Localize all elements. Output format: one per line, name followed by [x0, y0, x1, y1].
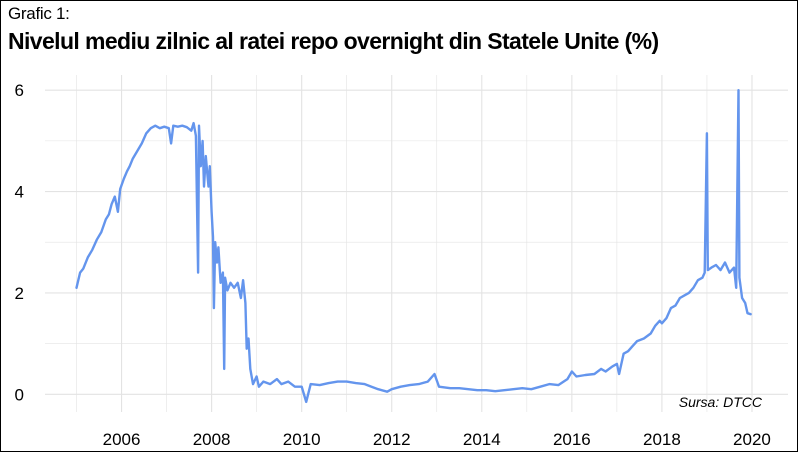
y-tick-label: 4 [15, 183, 24, 202]
y-tick-label: 2 [15, 284, 24, 303]
grid-lines [45, 75, 788, 412]
series-group [75, 89, 752, 404]
x-tick-label: 2008 [193, 430, 231, 449]
series-line-0 [75, 89, 752, 404]
figure-label: Grafic 1: [8, 4, 70, 23]
source-note: Sursa: DTCC [678, 394, 762, 410]
y-axis-ticks: 0 2 4 6 [15, 81, 24, 404]
x-tick-label: 2012 [373, 430, 411, 449]
y-tick-label: 0 [15, 385, 24, 404]
x-tick-label: 2006 [103, 430, 141, 449]
y-tick-label: 6 [15, 81, 24, 100]
x-tick-label: 2020 [733, 430, 771, 449]
x-tick-label: 2016 [553, 430, 591, 449]
chart-title: Nivelul mediu zilnic al ratei repo overn… [8, 28, 659, 54]
x-tick-label: 2018 [643, 430, 681, 449]
x-tick-label: 2010 [283, 430, 321, 449]
x-axis-ticks: 2006 2008 2010 2012 2014 2016 2018 2020 [103, 430, 771, 449]
x-tick-label: 2014 [463, 430, 501, 449]
